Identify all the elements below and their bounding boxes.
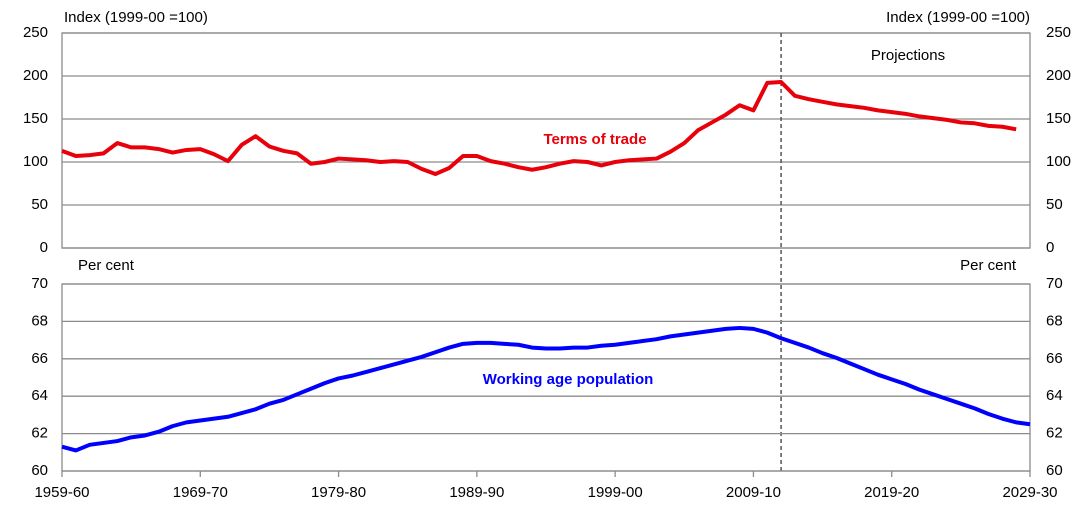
y-tick-label: 70 (31, 275, 48, 292)
y-tick-label: 60 (31, 462, 48, 479)
y2-tick-label: 60 (1046, 462, 1063, 479)
y2-tick-label: 150 (1046, 110, 1071, 127)
annotation: Projections (871, 47, 945, 64)
y2-tick-label: 66 (1046, 350, 1063, 367)
axis-label: Per cent (960, 257, 1017, 274)
y2-tick-label: 0 (1046, 239, 1054, 256)
y-tick-label: 150 (23, 110, 48, 127)
y2-tick-label: 62 (1046, 425, 1063, 442)
x-tick-label: 1989-90 (449, 484, 504, 501)
y-tick-label: 50 (31, 196, 48, 213)
y-tick-label: 62 (31, 425, 48, 442)
y2-tick-label: 200 (1046, 67, 1071, 84)
y-tick-label: 66 (31, 350, 48, 367)
y2-tick-label: 100 (1046, 153, 1071, 170)
y-tick-label: 68 (31, 312, 48, 329)
axis-label: Index (1999-00 =100) (886, 9, 1030, 26)
x-tick-label: 1979-80 (311, 484, 366, 501)
y2-tick-label: 50 (1046, 196, 1063, 213)
data-line (61, 325, 1031, 453)
x-tick-label: 2019-20 (864, 484, 919, 501)
y-tick-label: 250 (23, 24, 48, 41)
series-label: Working age population (483, 371, 654, 388)
data-line (61, 80, 1017, 177)
y-tick-label: 0 (40, 239, 48, 256)
x-tick-label: 2009-10 (726, 484, 781, 501)
x-tick-label: 1969-70 (173, 484, 228, 501)
x-tick-label: 2029-30 (1002, 484, 1057, 501)
x-tick-label: 1959-60 (34, 484, 89, 501)
axis-label: Per cent (78, 257, 135, 274)
y2-tick-label: 70 (1046, 275, 1063, 292)
axis-label: Index (1999-00 =100) (64, 9, 208, 26)
x-tick-label: 1999-00 (588, 484, 643, 501)
y2-tick-label: 68 (1046, 312, 1063, 329)
series-label: Terms of trade (543, 131, 646, 148)
y2-tick-label: 250 (1046, 24, 1071, 41)
y-tick-label: 64 (31, 387, 48, 404)
y2-tick-label: 64 (1046, 387, 1063, 404)
y-tick-label: 100 (23, 153, 48, 170)
y-tick-label: 200 (23, 67, 48, 84)
